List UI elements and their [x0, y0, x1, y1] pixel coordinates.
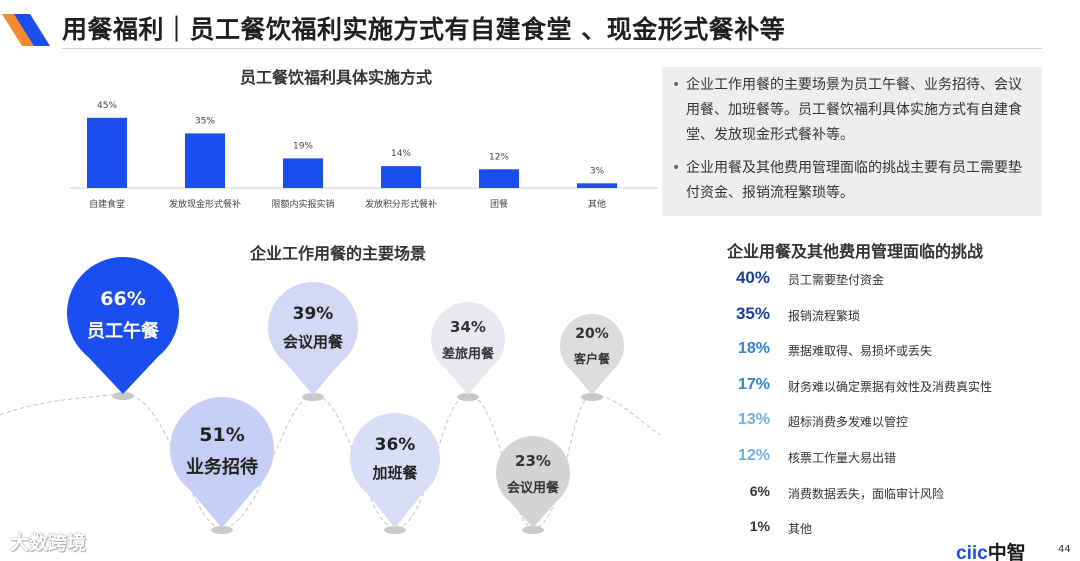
scene-pin-value: 39%	[292, 304, 334, 324]
bar-value-label: 3%	[590, 166, 605, 176]
bar-value-label: 19%	[293, 141, 313, 151]
challenge-label: 报销流程繁琐	[788, 308, 861, 323]
challenge-value: 35%	[735, 303, 770, 323]
challenge-label: 超标消费多发难以管控	[788, 415, 909, 430]
scene-pin-value: 66%	[100, 288, 146, 310]
challenges-title: 企业用餐及其他费用管理面临的挑战	[727, 242, 984, 261]
challenge-label: 其他	[788, 522, 813, 537]
scene-pin	[268, 281, 358, 395]
scene-pin-label: 员工午餐	[87, 321, 159, 342]
scene-pin	[560, 314, 625, 395]
bar	[479, 169, 519, 188]
note-text: 企业工作用餐的主要场景为员工午餐、业务招待、会议用餐、加班餐等。员工餐饮福利具体…	[686, 77, 1022, 143]
bar-chart: 45% 自建食堂 35% 发放现金形式餐补 19% 限额内实报实销 14% 发放积分形式餐补 1…	[70, 101, 658, 210]
challenge-value: 12%	[737, 447, 770, 464]
scene-connector-line	[0, 393, 660, 529]
bar-value-label: 45%	[97, 101, 117, 111]
watermark: 大数跨境	[10, 532, 87, 554]
scene-pin	[496, 436, 570, 528]
scene-pin-label: 会议用餐	[506, 481, 559, 496]
bullet-icon: •	[672, 77, 681, 93]
bar	[185, 133, 225, 188]
scene-pin-label: 加班餐	[372, 464, 418, 482]
header-logo-icon	[2, 14, 50, 46]
bar-category-label: 限额内实报实销	[271, 198, 334, 210]
challenge-value: 6%	[749, 482, 770, 499]
pin-base-shadow	[112, 392, 134, 400]
pin-base-shadow	[302, 393, 324, 401]
bar-category-label: 自建食堂	[89, 198, 125, 210]
scenes-pin-chart	[0, 257, 660, 534]
challenge-value: 1%	[749, 518, 770, 535]
challenge-value: 18%	[737, 340, 770, 358]
scene-pin-label: 业务招待	[186, 457, 258, 478]
scene-pin-value: 36%	[374, 435, 416, 455]
scene-pin	[67, 257, 180, 394]
note-text: 企业用餐及其他费用管理面临的挑战主要有员工需要垫付资金、报销流程繁琐等。	[686, 160, 1022, 201]
scene-pin	[170, 397, 274, 528]
challenge-label: 财务难以确定票据有效性及消费真实性	[788, 379, 993, 394]
title-divider	[62, 48, 1042, 49]
bar	[87, 117, 127, 188]
pin-base-shadow	[522, 526, 544, 534]
scene-pin-value: 20%	[575, 326, 609, 342]
bar-category-label: 发放积分形式餐补	[365, 198, 437, 210]
bar-value-label: 14%	[391, 149, 411, 159]
challenge-label: 票据难取得、易损坏或丢失	[788, 344, 933, 359]
scene-pin	[431, 301, 505, 395]
bar	[283, 158, 323, 188]
bar	[577, 183, 617, 188]
challenge-value: 40%	[735, 268, 770, 287]
bullet-icon: •	[672, 160, 681, 176]
scene-pin-label: 会议用餐	[282, 333, 343, 351]
pin-base-shadow	[384, 526, 406, 534]
bar-category-label: 发放现金形式餐补	[169, 198, 241, 210]
scene-pin-value: 51%	[199, 424, 245, 446]
bar-category-label: 其他	[588, 198, 606, 210]
bar-chart-title: 员工餐饮福利具体实施方式	[240, 68, 433, 87]
scene-pin	[350, 413, 440, 528]
bar-value-label: 12%	[489, 152, 509, 162]
challenge-label: 消费数据丢失，面临审计风险	[788, 486, 945, 501]
bar	[381, 166, 421, 188]
note-item: • 企业用餐及其他费用管理面临的挑战主要有员工需要垫付资金、报销流程繁琐等。	[672, 156, 1030, 206]
challenge-value: 13%	[737, 411, 770, 429]
challenge-label: 核票工作量大易出错	[788, 451, 897, 465]
pin-base-shadow	[581, 393, 603, 401]
challenge-value: 17%	[737, 375, 770, 393]
bar-category-label: 团餐	[490, 198, 508, 210]
notes-panel: • 企业工作用餐的主要场景为员工午餐、业务招待、会议用餐、加班餐等。员工餐饮福利…	[662, 67, 1042, 216]
scene-pin-label: 客户餐	[573, 352, 610, 366]
brand-logo: ciic中智	[956, 543, 1026, 561]
pin-base-shadow	[211, 526, 233, 534]
scenes-chart-title: 企业工作用餐的主要场景	[250, 244, 427, 263]
challenge-label: 员工需要垫付资金	[788, 273, 885, 287]
scene-pin-value: 23%	[515, 452, 551, 470]
page-number: 44	[1058, 544, 1071, 555]
pin-base-shadow	[457, 393, 479, 401]
scene-pin-value: 34%	[450, 318, 486, 336]
page-title: 用餐福利｜员工餐饮福利实施方式有自建食堂 、现金形式餐补等	[62, 15, 786, 44]
scene-pin-label: 差旅用餐	[441, 347, 494, 362]
bar-value-label: 35%	[195, 116, 215, 126]
note-item: • 企业工作用餐的主要场景为员工午餐、业务招待、会议用餐、加班餐等。员工餐饮福利…	[672, 73, 1030, 148]
